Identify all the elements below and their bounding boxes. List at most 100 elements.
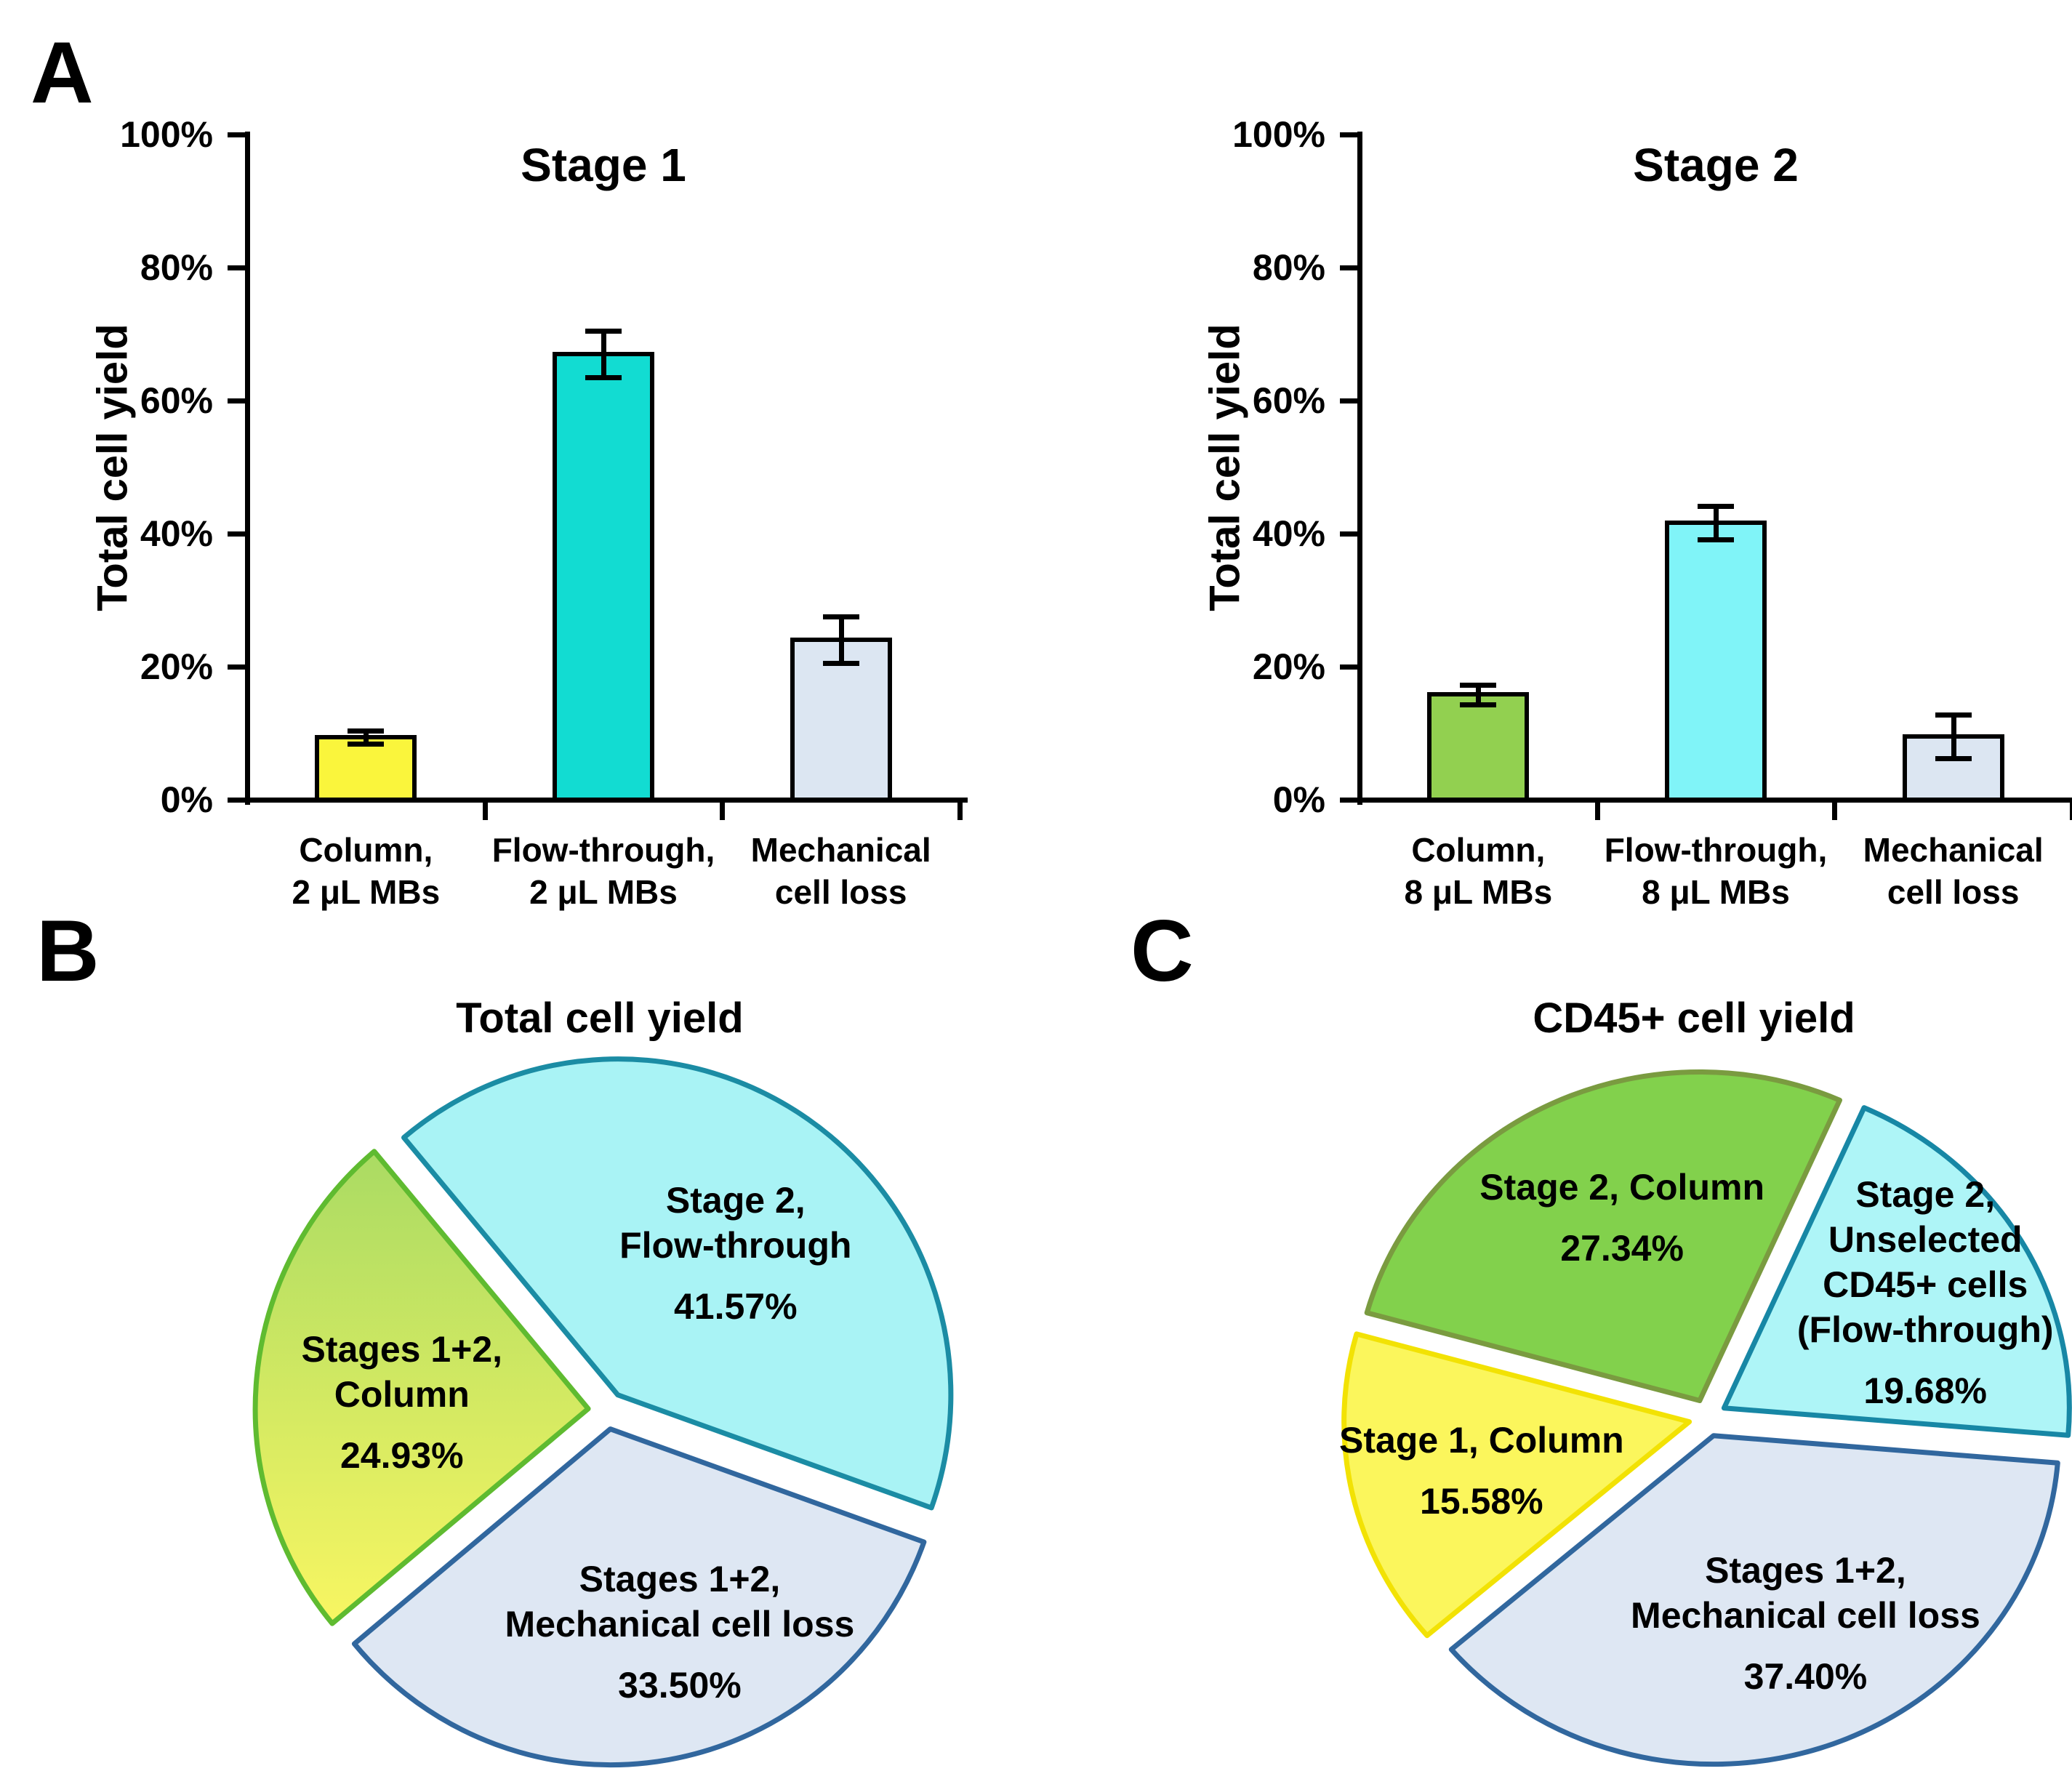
error-bar	[1951, 714, 1956, 759]
error-bar-cap	[1935, 712, 1972, 718]
y-axis-label: Total cell yield	[1201, 323, 1249, 611]
error-bar-cap	[585, 328, 622, 334]
y-tick	[228, 265, 245, 270]
y-tick-label: 80%	[1252, 247, 1325, 288]
pie-slice	[1448, 1433, 2060, 1767]
category-label: Column, 2 μL MBs	[247, 829, 485, 913]
error-bar-cap	[1460, 702, 1497, 708]
pie-slice-label-line: Mechanical cell loss	[505, 1604, 855, 1645]
pie-chart-title: CD45+ cell yield	[1533, 995, 1855, 1042]
panel-c-label: C	[1131, 902, 1194, 1000]
pie-slice-label-line: Stage 1, Column	[1338, 1420, 1624, 1461]
category-label: Column, 8 μL MBs	[1360, 829, 1597, 913]
pie-slice-percent: 33.50%	[618, 1665, 742, 1706]
pie-slice-label-line: Mechanical cell loss	[1631, 1594, 1980, 1636]
error-bar	[1714, 506, 1719, 540]
pie-slice-percent: 24.93%	[340, 1434, 464, 1476]
bar	[1902, 734, 2004, 802]
y-axis	[245, 132, 250, 805]
x-tick	[720, 803, 726, 820]
category-label-line: cell loss	[774, 873, 907, 911]
pie-slice-percent: 15.58%	[1420, 1481, 1543, 1522]
y-tick	[228, 398, 245, 403]
category-label-line: Mechanical	[750, 831, 931, 869]
category-label-line: Mechanical	[1863, 831, 2044, 869]
y-tick	[1340, 265, 1357, 270]
y-tick-label: 40%	[140, 513, 213, 554]
y-tick-label: 0%	[160, 779, 213, 820]
pie-slice	[252, 1149, 591, 1626]
error-bar-cap	[822, 614, 859, 620]
pie-slice-label-line: Stages 1+2,	[1705, 1549, 1906, 1591]
pie-slice	[1364, 1069, 1842, 1403]
category-label-line: cell loss	[1887, 873, 2020, 911]
pie-chart-cd45-cell-yield: CD45+ cell yield Stage 2, Column 27.34% Sta…	[1309, 967, 2072, 1779]
y-tick	[228, 531, 245, 537]
pie-slice-label-line: Stages 1+2,	[301, 1328, 503, 1370]
y-tick-label: 100%	[120, 114, 213, 155]
x-tick	[482, 803, 488, 820]
error-bar	[838, 617, 844, 664]
pie-slice	[1341, 1331, 1692, 1639]
pie-slice-label-line: Flow-through	[619, 1225, 852, 1266]
error-bar-cap	[1698, 504, 1734, 510]
y-tick-label: 100%	[1232, 114, 1325, 155]
error-bar-cap	[348, 742, 385, 747]
pie-slice-label: Stages 1+2, Column 24.93%	[301, 1327, 502, 1478]
pie-slice-label: Stage 1, Column 15.58%	[1339, 1418, 1624, 1524]
category-label-line: 8 μL MBs	[1642, 873, 1790, 911]
y-tick-label: 0%	[1272, 779, 1325, 820]
pie-slice-percent: 27.34%	[1560, 1228, 1684, 1269]
error-bar	[601, 330, 606, 377]
y-tick	[1340, 531, 1357, 537]
error-bar-cap	[1935, 756, 1972, 762]
error-bar-cap	[822, 661, 859, 667]
pie-slice-label: Stages 1+2, Mechanical cell loss 37.40%	[1631, 1548, 1980, 1699]
pie-slice-label-line: Stages 1+2,	[579, 1559, 781, 1600]
pie-slice-label-line: Stage 2,	[665, 1180, 806, 1221]
pie-slice-label-line: Unselected	[1828, 1219, 2023, 1261]
pie-slice-label: Stage 2, Column 27.34%	[1479, 1165, 1764, 1271]
pie-slice-label-line: Column	[334, 1373, 470, 1415]
y-tick-label: 40%	[1252, 513, 1325, 554]
error-bar	[1476, 684, 1482, 705]
pie-slice-label-line: Stage 2,	[1855, 1174, 1996, 1216]
x-tick	[957, 803, 963, 820]
error-bar-cap	[348, 728, 385, 734]
pie-slice-label-line: (Flow-through)	[1796, 1309, 2054, 1351]
x-tick	[1832, 803, 1838, 820]
y-tick-label: 60%	[140, 380, 213, 421]
pie-slice-label: Stages 1+2, Mechanical cell loss 33.50%	[505, 1557, 855, 1708]
bar-chart-stage-1: Stage 1 Total cell yield 0% 20% 40% 60% 80% 100…	[44, 109, 1011, 923]
y-tick	[228, 132, 245, 137]
panel-b-label: B	[36, 902, 100, 1000]
category-label: Mechanical cell loss	[1834, 829, 2072, 913]
y-axis-label: Total cell yield	[89, 323, 137, 611]
category-label-line: Flow-through,	[491, 831, 715, 869]
chart-title: Stage 2	[1633, 139, 1799, 191]
pie-slice-percent: 37.40%	[1743, 1655, 1868, 1697]
y-tick	[228, 798, 245, 803]
pie-slice-label: Stage 2, Unselected CD45+ cells (Flow-throu…	[1797, 1172, 2054, 1413]
pie-slice	[351, 1426, 927, 1768]
category-label-line: 2 μL MBs	[292, 873, 441, 911]
error-bar-cap	[585, 374, 622, 380]
pie-slice	[1721, 1105, 2072, 1438]
category-label: Flow-through, 2 μL MBs	[485, 829, 723, 913]
x-tick	[2070, 803, 2072, 820]
y-tick	[1340, 132, 1357, 137]
y-tick	[228, 664, 245, 670]
category-label-line: Flow-through,	[1604, 831, 1828, 869]
category-label-line: 8 μL MBs	[1404, 873, 1553, 911]
y-tick-label: 60%	[1252, 380, 1325, 421]
bar	[1665, 521, 1767, 802]
category-label-line: 2 μL MBs	[529, 873, 678, 911]
pie-chart-title: Total cell yield	[456, 995, 744, 1042]
y-tick-label: 20%	[1252, 646, 1325, 687]
pie-slice-percent: 19.68%	[1863, 1370, 1988, 1412]
pie-slice-label: Stage 2, Flow-through 41.57%	[619, 1178, 851, 1329]
x-tick	[1594, 803, 1600, 820]
chart-title: Stage 1	[521, 139, 686, 191]
panel-a-label: A	[31, 24, 94, 121]
